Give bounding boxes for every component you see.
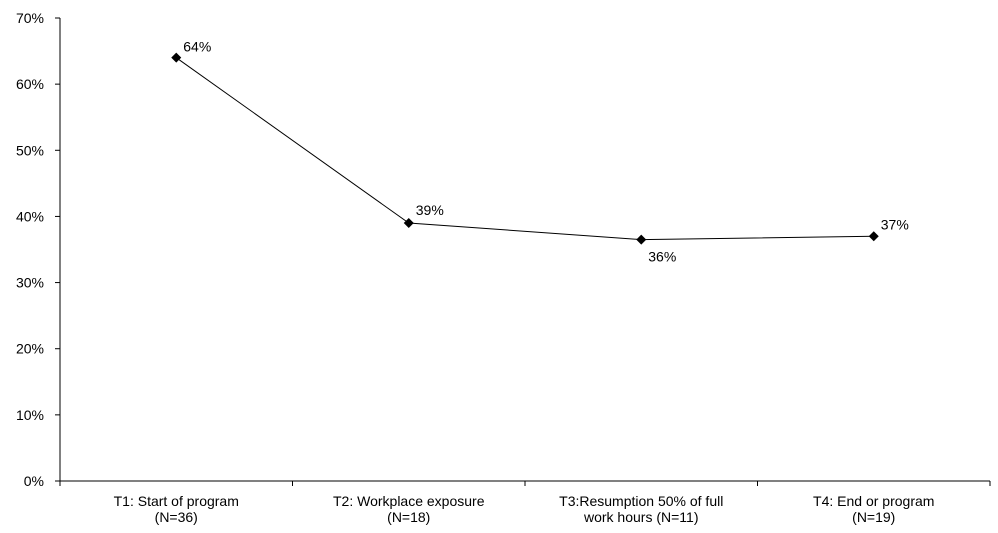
data-point-marker <box>868 231 879 242</box>
series-line <box>175 57 874 241</box>
y-tick-label: 50% <box>16 142 44 158</box>
chart-axes <box>59 18 991 486</box>
y-tick-label: 30% <box>16 275 44 291</box>
data-label: 36% <box>648 249 676 265</box>
y-tick-label: 20% <box>16 341 44 357</box>
y-axis-ticks: 0% 10% 20% 30% 40% 50% 60% 70% <box>16 10 60 489</box>
data-point-marker <box>171 52 182 63</box>
series-group: 64% 39% 36% 37% <box>171 39 909 265</box>
y-tick-label: 40% <box>16 208 44 224</box>
x-axis-labels: T1: Start of program(N=36) T2: Workplace … <box>114 493 935 525</box>
y-tick-label: 10% <box>16 407 44 423</box>
x-tick-label: T2: Workplace exposure <box>333 493 485 509</box>
y-tick-label: 0% <box>24 473 44 489</box>
x-tick-label: (N=18) <box>387 509 430 525</box>
data-point-marker <box>636 234 647 245</box>
x-tick-label: (N=19) <box>852 509 895 525</box>
x-tick-label: T1: Start of program <box>114 493 239 509</box>
x-tick-label: (N=36) <box>155 509 198 525</box>
data-point-marker <box>403 218 414 229</box>
x-tick-label: T3:Resumption 50% of full <box>559 493 723 509</box>
data-label: 39% <box>416 202 444 218</box>
x-tick-label: work hours (N=11) <box>583 509 699 525</box>
y-tick-label: 70% <box>16 10 44 26</box>
y-tick-label: 60% <box>16 76 44 92</box>
data-label: 37% <box>881 216 909 232</box>
x-tick-label: T4: End or program <box>813 493 934 509</box>
data-label: 64% <box>183 39 211 55</box>
